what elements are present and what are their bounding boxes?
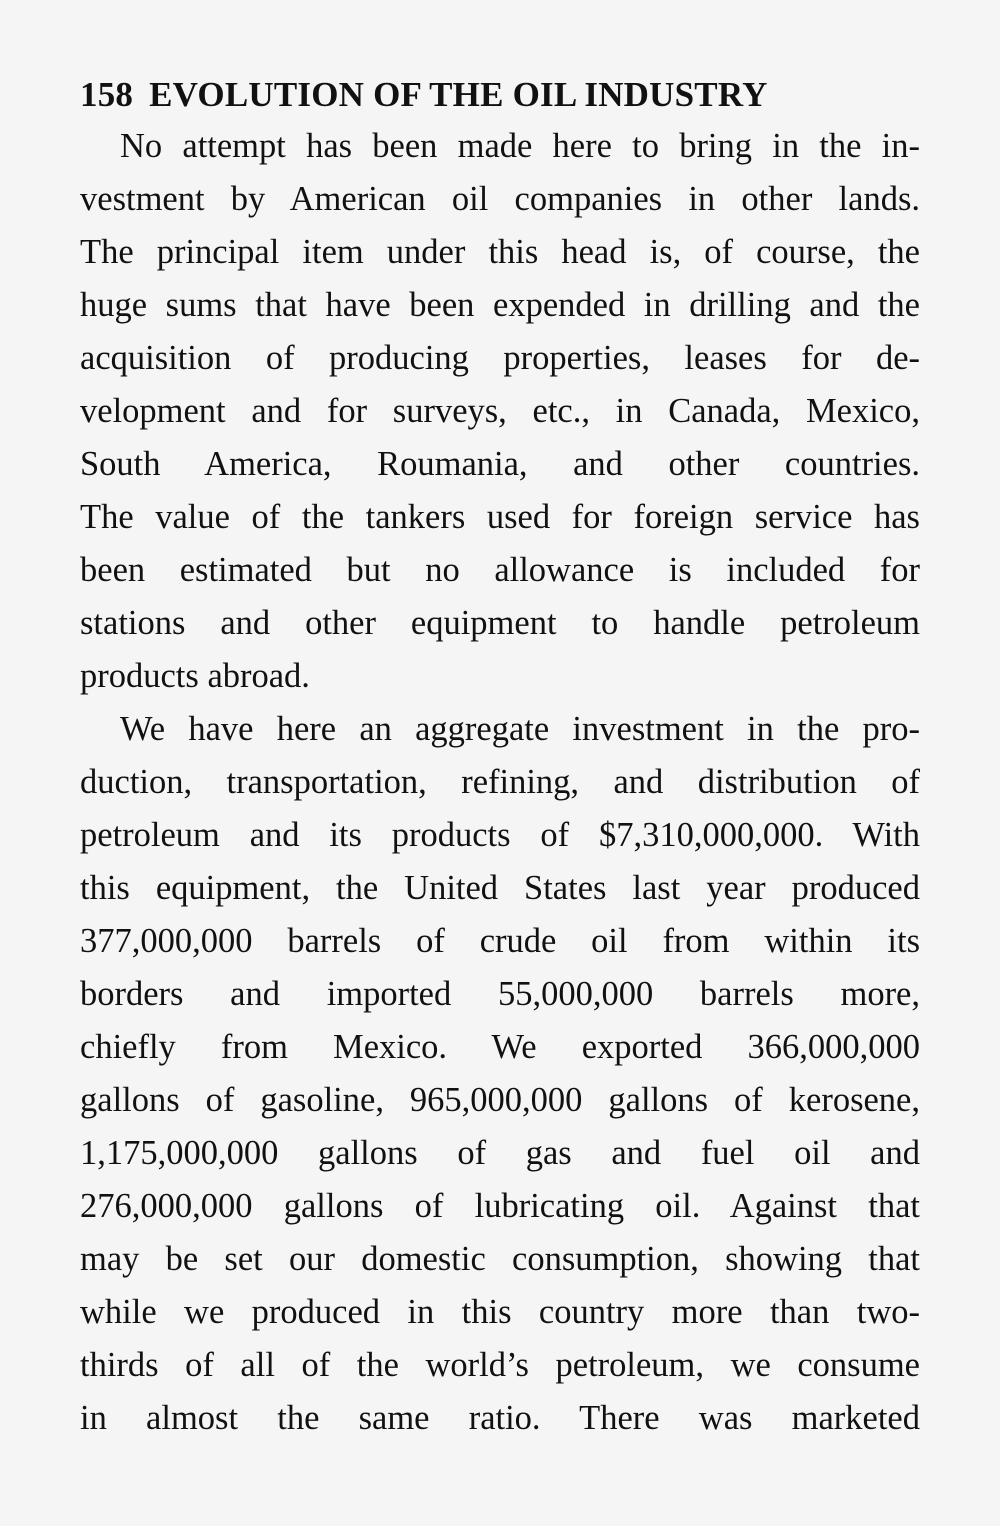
text-line: 276,000,000 gallons of lubricating oil. … <box>80 1187 920 1225</box>
running-head: 158 EVOLUTION OF THE OIL INDUSTRY <box>80 70 920 120</box>
text-line: petroleum and its products of $7,310,000… <box>80 816 920 854</box>
text-line: borders and imported 55,000,000 barrels … <box>80 975 920 1013</box>
paragraph: We have here an aggregate investment in … <box>80 703 920 1445</box>
text-line: velopment and for surveys, etc., in Cana… <box>80 392 920 430</box>
text-line: may be set our domestic consumption, sho… <box>80 1240 920 1278</box>
text-line: chiefly from Mexico. We exported 366,000… <box>80 1028 920 1066</box>
text-line: The principal item under this head is, o… <box>80 233 920 271</box>
body-text: No attempt has been made here to bring i… <box>80 120 920 1445</box>
text-line: 1,175,000,000 gallons of gas and fuel oi… <box>80 1134 920 1172</box>
text-line: this equipment, the United States last y… <box>80 869 920 907</box>
text-line: huge sums that have been expended in dri… <box>80 286 920 324</box>
text-line: 377,000,000 barrels of crude oil from wi… <box>80 922 920 960</box>
text-line: thirds of all of the world’s petroleum, … <box>80 1346 920 1384</box>
page-number: 158 <box>80 75 134 114</box>
text-line: products abroad. <box>80 657 310 695</box>
text-line: We have here an aggregate investment in … <box>120 710 920 748</box>
text-line: vestment by American oil companies in ot… <box>80 180 920 218</box>
text-line: duction, transportation, refining, and d… <box>80 763 920 801</box>
text-line: No attempt has been made here to bring i… <box>120 127 920 165</box>
text-line: stations and other equipment to handle p… <box>80 604 920 642</box>
text-line: while we produced in this country more t… <box>80 1293 920 1331</box>
text-line: South America, Roumania, and other count… <box>80 445 920 483</box>
paragraph: No attempt has been made here to bring i… <box>80 120 920 703</box>
text-line: acquisition of producing properties, lea… <box>80 339 920 377</box>
text-line: in almost the same ratio. There was mark… <box>80 1399 920 1437</box>
text-line: gallons of gasoline, 965,000,000 gallons… <box>80 1081 920 1119</box>
text-line: The value of the tankers used for foreig… <box>80 498 920 536</box>
book-page: 158 EVOLUTION OF THE OIL INDUSTRY No atte… <box>80 70 920 1445</box>
running-title: EVOLUTION OF THE OIL INDUSTRY <box>149 75 768 114</box>
text-line: been estimated but no allowance is inclu… <box>80 551 920 589</box>
